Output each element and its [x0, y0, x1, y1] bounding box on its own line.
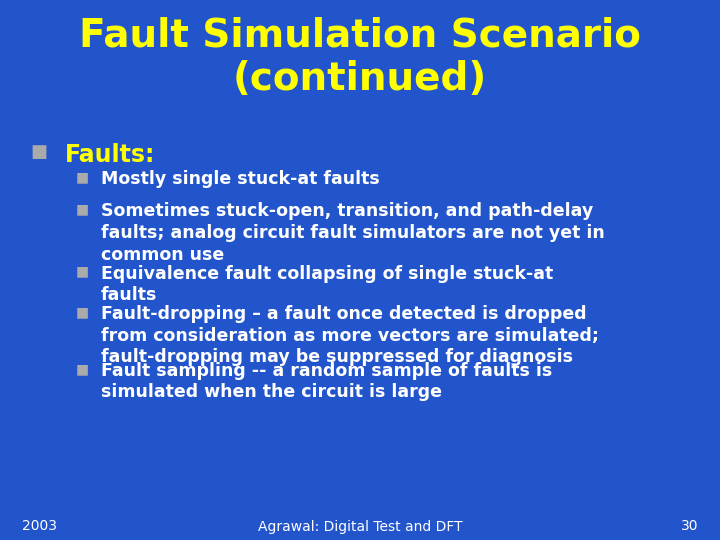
Text: ■: ■ — [76, 305, 89, 319]
Text: ■: ■ — [76, 170, 89, 184]
Text: Equivalence fault collapsing of single stuck-at
faults: Equivalence fault collapsing of single s… — [101, 265, 553, 304]
Text: 30: 30 — [681, 519, 698, 534]
Text: Fault-dropping – a fault once detected is dropped
from consideration as more vec: Fault-dropping – a fault once detected i… — [101, 305, 599, 366]
Text: Fault Simulation Scenario
(continued): Fault Simulation Scenario (continued) — [79, 16, 641, 98]
Text: ■: ■ — [30, 143, 48, 161]
Text: ■: ■ — [76, 265, 89, 279]
Text: Fault sampling -- a random sample of faults is
simulated when the circuit is lar: Fault sampling -- a random sample of fau… — [101, 362, 552, 401]
Text: Agrawal: Digital Test and DFT: Agrawal: Digital Test and DFT — [258, 519, 462, 534]
Text: Sometimes stuck-open, transition, and path-delay
faults; analog circuit fault si: Sometimes stuck-open, transition, and pa… — [101, 202, 605, 264]
Text: Mostly single stuck-at faults: Mostly single stuck-at faults — [101, 170, 379, 188]
Text: Faults:: Faults: — [65, 143, 156, 167]
Text: ■: ■ — [76, 362, 89, 376]
Text: 2003: 2003 — [22, 519, 57, 534]
Text: ■: ■ — [76, 202, 89, 217]
